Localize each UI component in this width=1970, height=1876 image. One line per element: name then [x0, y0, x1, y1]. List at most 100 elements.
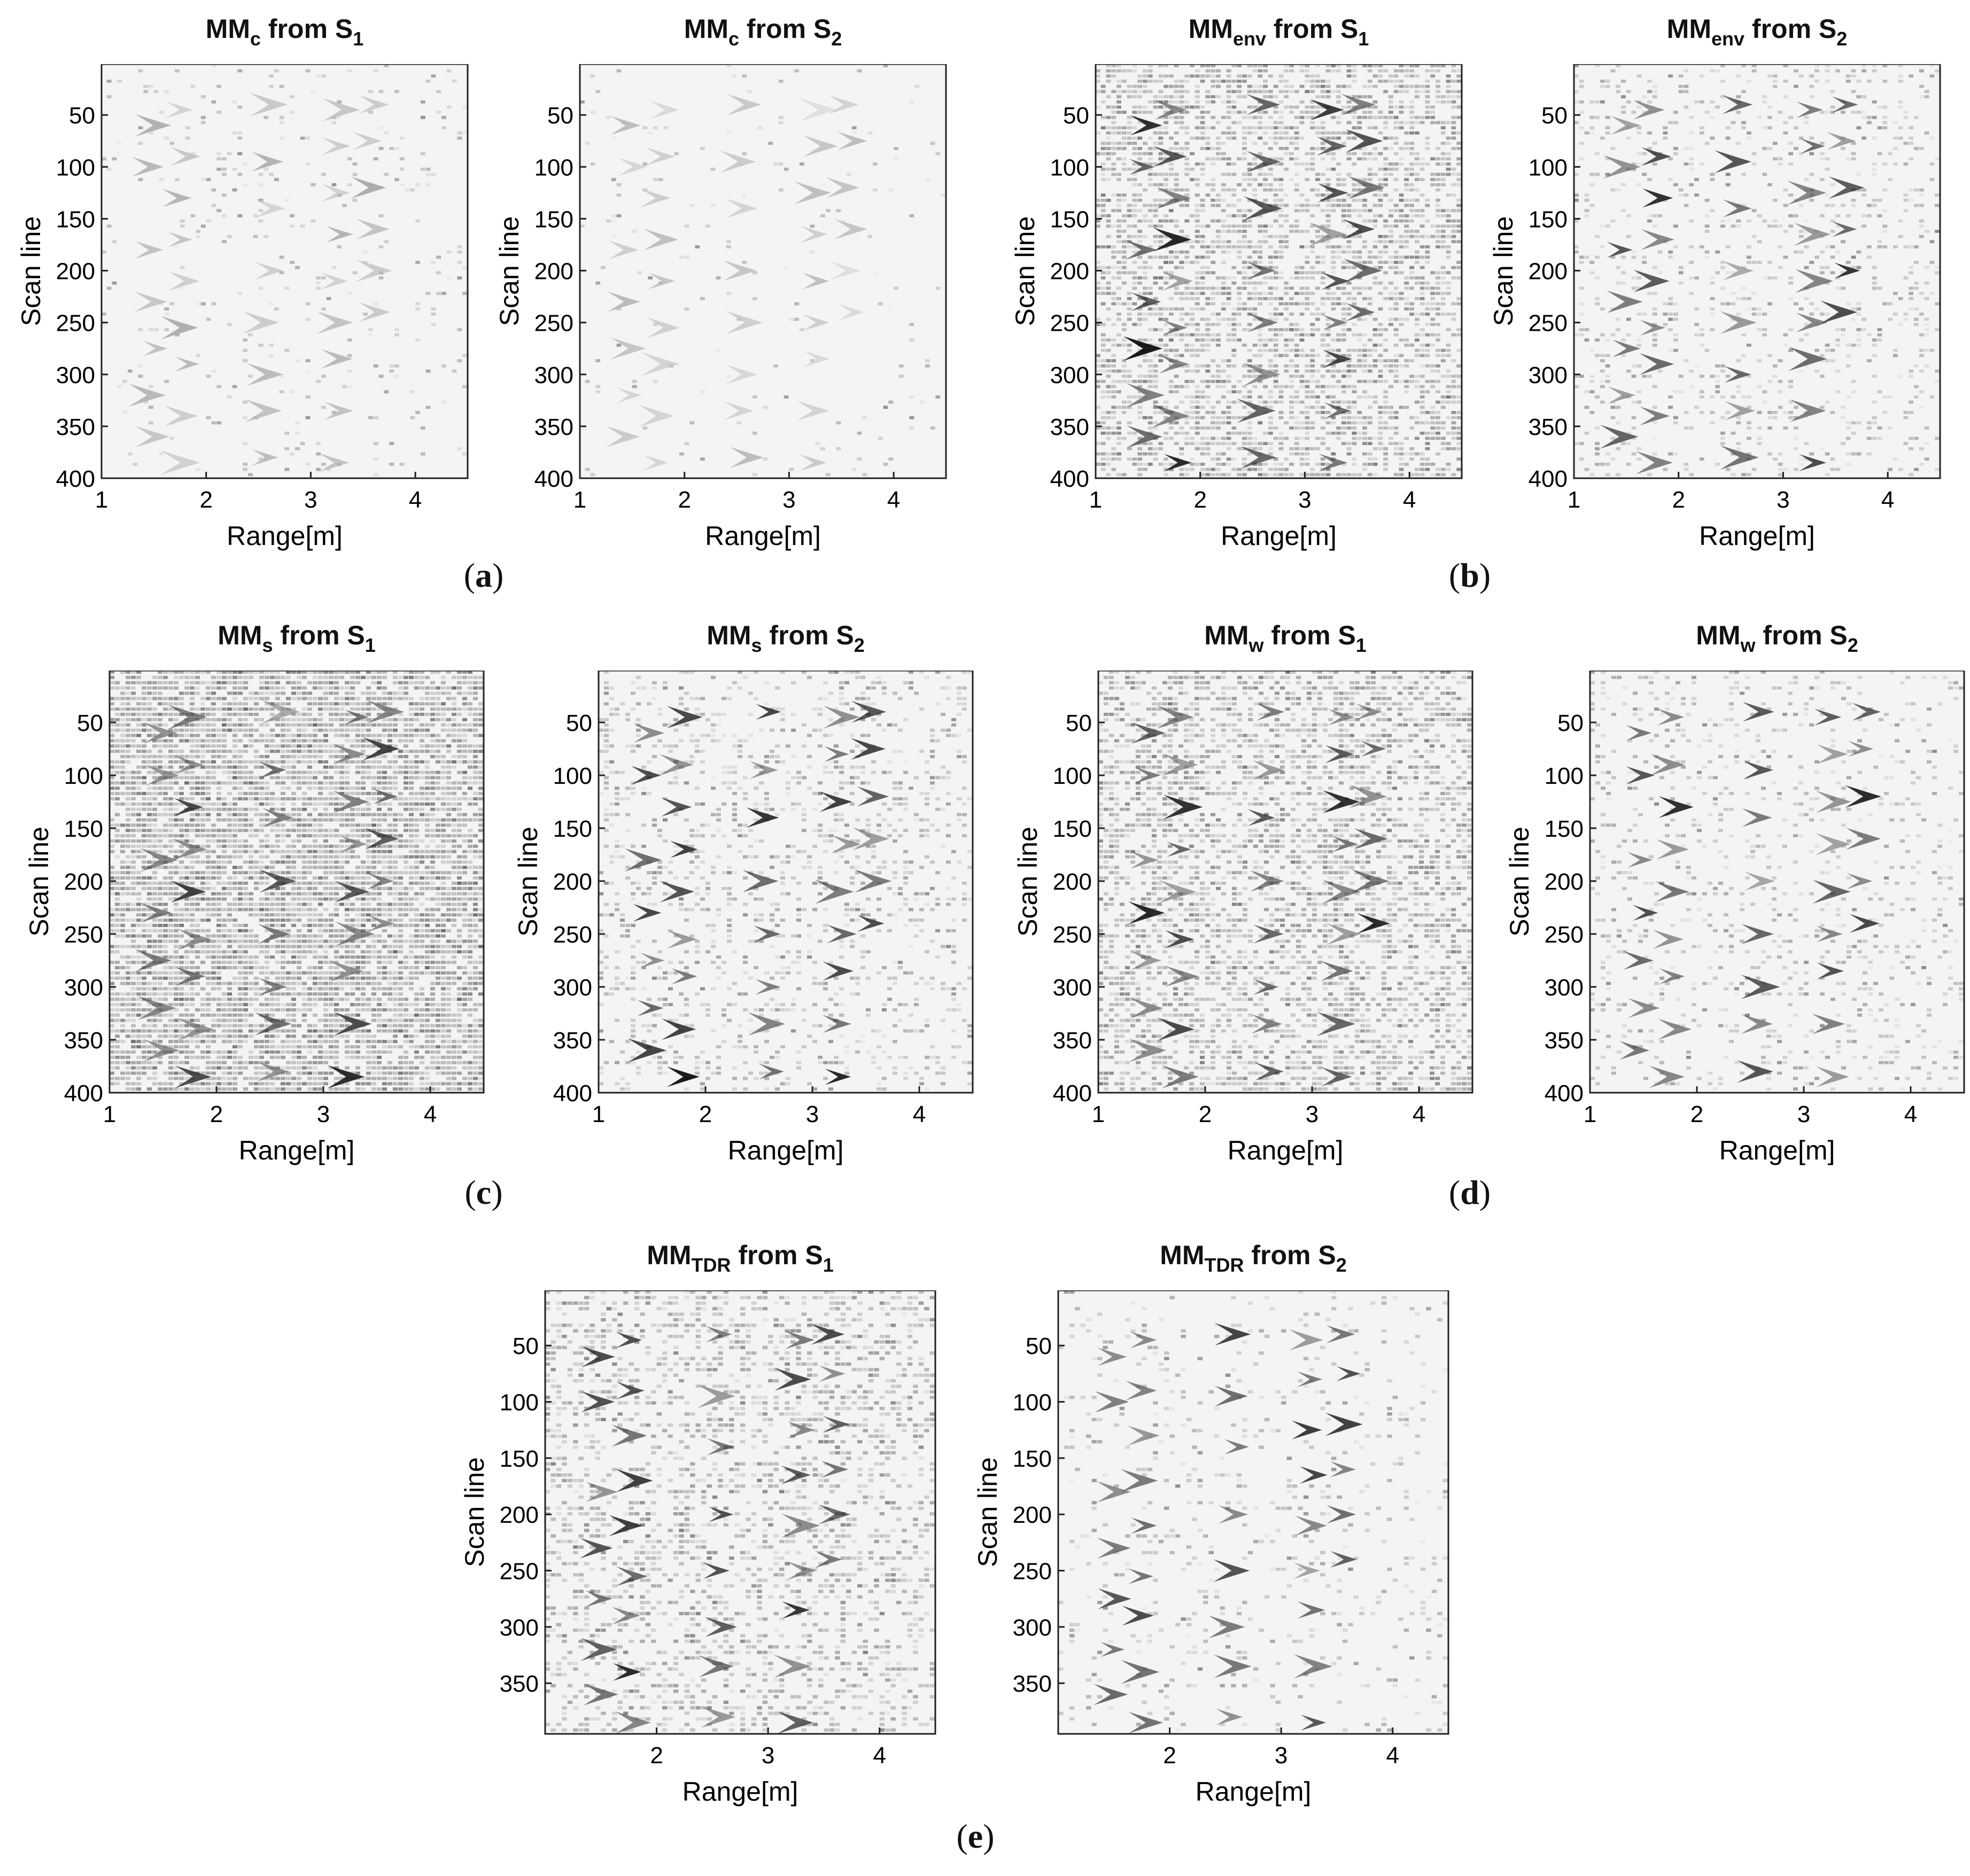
y-axis-label: Scan line	[16, 216, 46, 326]
echo-mark	[641, 352, 680, 376]
y-tick-label: 350	[1053, 1027, 1092, 1054]
echo-mark	[1252, 760, 1284, 780]
y-tick-label: 250	[1013, 1559, 1052, 1585]
y-tick-label: 350	[553, 1027, 592, 1054]
y-tick-label: 150	[500, 1446, 539, 1472]
y-tick-label: 400	[1529, 466, 1568, 492]
echo-mark	[1246, 151, 1281, 173]
y-tick-label: 50	[513, 1333, 539, 1359]
echo-mark	[1834, 262, 1860, 279]
echo-mark	[1214, 1323, 1251, 1346]
echo-mark	[335, 881, 369, 902]
echo-mark	[1131, 722, 1166, 744]
echo-mark	[1324, 402, 1351, 419]
echo-mark	[631, 766, 662, 785]
echo-mark	[1787, 181, 1827, 205]
echo-mark	[819, 1365, 846, 1382]
echo-mark	[607, 291, 640, 312]
echo-mark	[1161, 1065, 1199, 1088]
echo-mark	[322, 137, 351, 155]
echo-mark	[1127, 425, 1163, 448]
echo-mark	[585, 1482, 618, 1502]
chart-title-c2: MMs from S2	[707, 620, 865, 656]
echo-mark	[703, 1562, 730, 1579]
y-tick-label: 100	[56, 154, 95, 181]
x-axis-label: Range[m]	[1221, 521, 1337, 551]
echo-mark	[1214, 1654, 1252, 1678]
y-axis-label: Scan line	[973, 1457, 1003, 1567]
echo-mark	[1641, 229, 1674, 250]
echo-mark	[785, 1330, 815, 1349]
x-tick-label: 2	[1199, 1101, 1212, 1127]
echo-mark	[697, 1384, 735, 1408]
echo-mark	[803, 351, 830, 367]
echo-mark	[1125, 240, 1157, 260]
echo-mark	[177, 929, 212, 950]
echo-mark	[1126, 1381, 1157, 1400]
x-tick-label: 2	[1672, 487, 1685, 513]
y-tick-label: 150	[1053, 816, 1092, 842]
plot-area	[545, 1290, 935, 1734]
echo-mark	[1322, 790, 1360, 814]
echo-mark	[1322, 315, 1347, 331]
echo-mark	[617, 387, 642, 403]
y-tick-label: 400	[1545, 1080, 1584, 1107]
y-tick-label: 50	[1026, 1333, 1052, 1359]
echo-mark	[811, 1324, 845, 1345]
echo-mark	[1796, 313, 1828, 333]
echo-mark	[1130, 115, 1162, 136]
x-tick-label: 2	[1163, 1742, 1176, 1769]
echo-mark	[1309, 222, 1347, 246]
y-tick-label: 300	[1053, 975, 1092, 1001]
echo-mark	[162, 189, 192, 207]
echo-mark	[1603, 155, 1641, 179]
echo-mark	[175, 1065, 212, 1088]
echo-mark	[1253, 979, 1279, 995]
y-tick-label: 400	[64, 1080, 103, 1107]
x-tick-label: 4	[1386, 1742, 1399, 1769]
x-tick-label: 1	[1568, 487, 1580, 513]
echo-mark	[1723, 261, 1754, 281]
echo-mark	[704, 1617, 738, 1637]
y-tick-label: 300	[1529, 362, 1568, 388]
y-tick-label: 300	[56, 362, 95, 388]
y-tick-label: 100	[1050, 154, 1089, 181]
x-tick-label: 3	[1777, 487, 1789, 513]
y-tick-label: 250	[1545, 922, 1584, 948]
echo-mark	[756, 704, 781, 720]
echo-mark	[1251, 1014, 1283, 1034]
y-tick-label: 250	[500, 1559, 539, 1585]
echo-mark	[643, 455, 669, 471]
echo-mark	[646, 147, 675, 166]
chart-title-b1: MMenv from S1	[1188, 14, 1369, 50]
echo-mark	[1817, 962, 1844, 980]
echo-mark	[255, 262, 283, 279]
echo-mark	[616, 1332, 642, 1348]
echo-mark	[1122, 1606, 1154, 1626]
x-axis-label: Range[m]	[682, 1777, 798, 1807]
echo-mark	[1100, 1641, 1125, 1657]
echo-mark	[787, 1421, 815, 1439]
echo-mark	[1720, 311, 1757, 334]
echo-mark	[1659, 968, 1685, 985]
y-tick-label: 200	[1545, 869, 1584, 895]
echo-mark	[748, 1012, 786, 1036]
chart-title-a2: MMc from S2	[684, 14, 842, 50]
x-tick-label: 2	[210, 1101, 223, 1127]
y-tick-label: 150	[534, 206, 573, 232]
y-tick-label: 400	[1053, 1080, 1092, 1107]
y-tick-label: 350	[534, 414, 573, 440]
echo-mark	[777, 1711, 813, 1734]
echo-mark	[145, 765, 180, 786]
x-tick-label: 4	[913, 1101, 926, 1127]
y-tick-label: 250	[1050, 310, 1089, 337]
echo-mark	[1742, 808, 1772, 827]
echo-mark	[1828, 176, 1865, 199]
echo-mark	[353, 131, 382, 150]
echo-mark	[659, 754, 694, 776]
echo-mark	[831, 835, 861, 853]
echo-mark	[803, 135, 838, 157]
echo-mark	[1852, 703, 1881, 721]
y-tick-label: 200	[1529, 259, 1568, 285]
